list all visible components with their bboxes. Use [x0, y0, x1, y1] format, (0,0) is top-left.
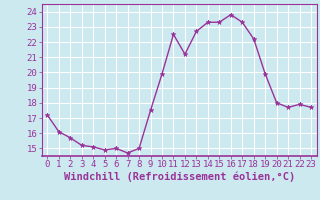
X-axis label: Windchill (Refroidissement éolien,°C): Windchill (Refroidissement éolien,°C) — [64, 172, 295, 182]
